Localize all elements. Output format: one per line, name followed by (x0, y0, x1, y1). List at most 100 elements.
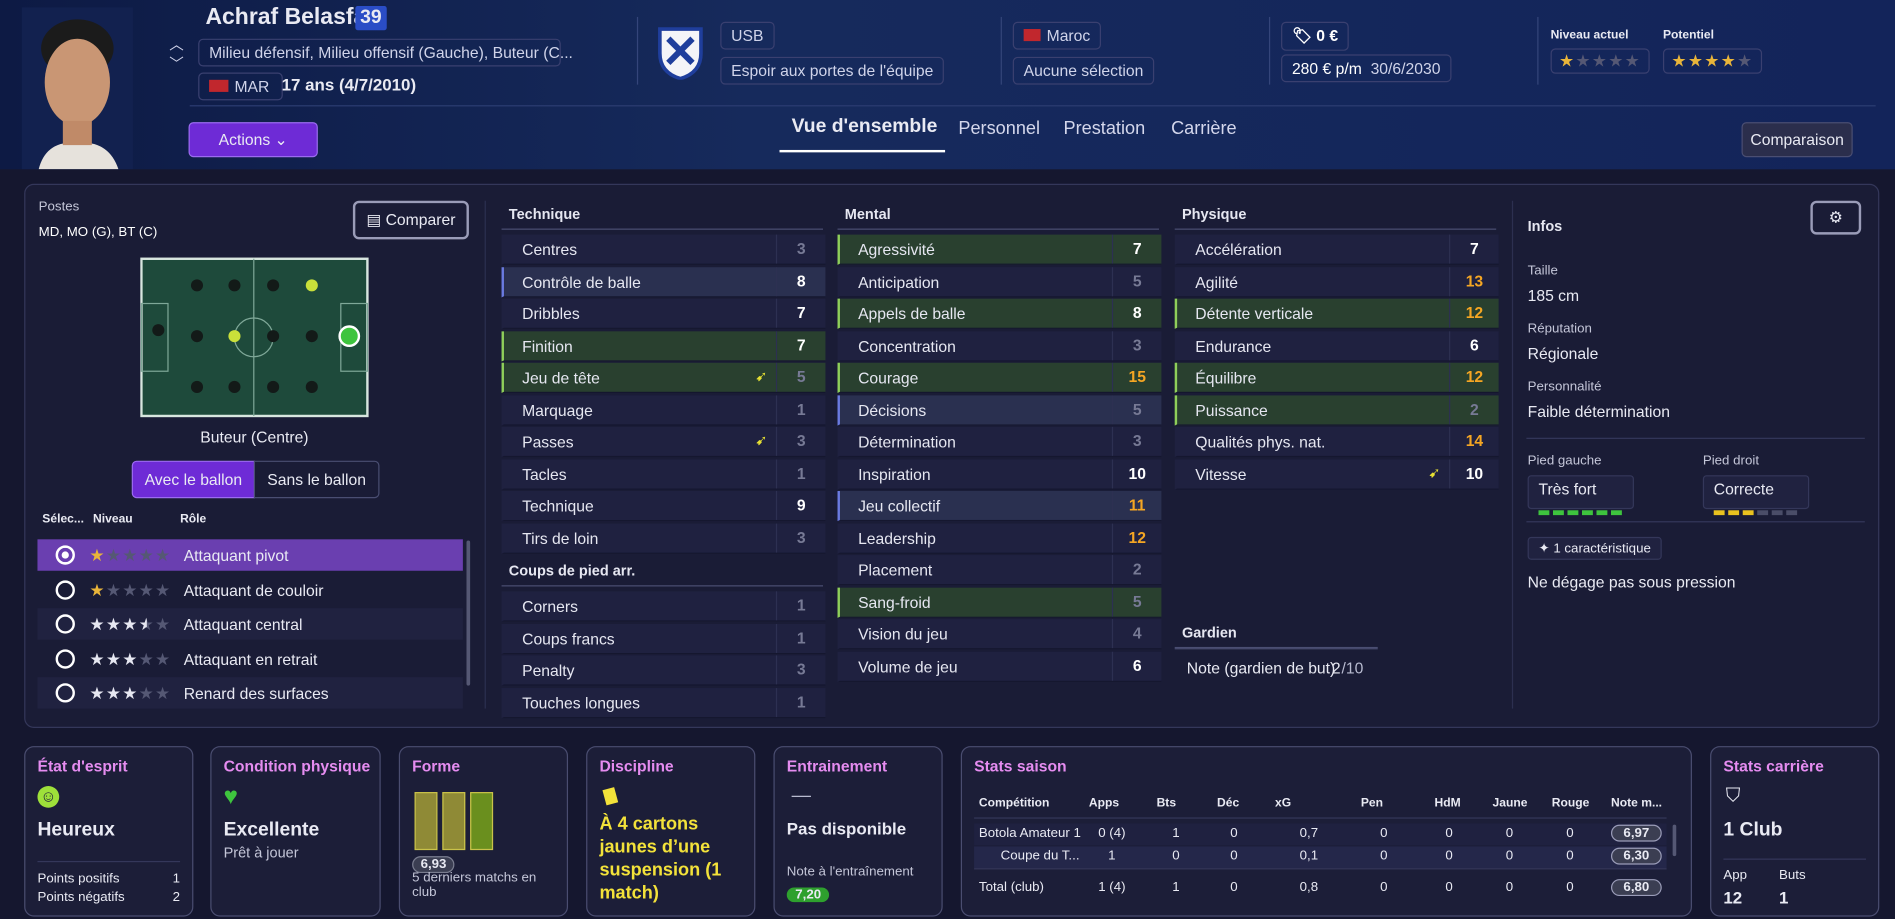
card-title: Condition physique (223, 756, 371, 776)
compare-button[interactable]: ▤ Comparer (352, 200, 469, 240)
star: ★ (105, 683, 123, 703)
tab[interactable]: Prestation (1063, 118, 1146, 140)
toggle-off[interactable]: Sans le ballon (253, 460, 380, 499)
stats-header: HdM (1434, 796, 1461, 811)
foot-level (1713, 499, 1801, 521)
next-arrow[interactable]: ﹀ (169, 55, 184, 73)
star: ★ (1720, 50, 1737, 71)
divider (1511, 200, 1514, 709)
stat-value: 0,8 (1299, 880, 1319, 895)
attribute-name: Sang-froid (858, 593, 931, 612)
club-name[interactable]: USB (720, 21, 775, 50)
season-card: Stats saison Compétition Apps Bts Déc xG Pen Hd… (960, 746, 1692, 917)
tab-underline (779, 149, 946, 153)
star: ★ (89, 683, 106, 703)
attribute-name: Appels de balle (858, 304, 966, 323)
contract: 280 € p/m 30/6/2030 (1281, 54, 1452, 83)
prev-arrow[interactable]: ︿ (169, 36, 184, 54)
foot-label: Pied gauche (1527, 453, 1602, 468)
positions-label: Postes (38, 199, 80, 215)
star: ★ (105, 648, 123, 669)
star: ★ (105, 579, 123, 600)
attribute-row: Anticipation 5 (837, 266, 1162, 297)
country: Maroc (1012, 21, 1102, 50)
divider (636, 16, 639, 85)
foot-value: Très fort (1538, 480, 1597, 499)
attribute-value: 12 (1111, 522, 1162, 553)
role-row[interactable]: ★★★★★ Attaquant pivot (37, 539, 463, 571)
attribute-value: 2 (1449, 394, 1499, 424)
role-stars: ★★★★★ (89, 545, 171, 566)
attribute-name: Tacles (522, 464, 567, 484)
attribute-value: 3 (775, 522, 826, 553)
attribute-value: 11 (1111, 490, 1162, 520)
group-rule (1174, 648, 1378, 650)
divider (1723, 858, 1867, 860)
attribute-name: Courage (858, 368, 919, 387)
actions-button[interactable]: Actions ⌄ (188, 122, 318, 158)
attribute-row: Appels de balle 8 (837, 298, 1162, 329)
attribute-name: Centres (522, 240, 578, 259)
attribute-name: Détente verticale (1195, 304, 1314, 323)
card-title: État d'esprit (37, 756, 128, 776)
group-rule (1174, 646, 1378, 649)
mood-value: 1 (172, 871, 181, 887)
stat-value: 0,7 (1299, 825, 1319, 841)
stat-value: 0 (1445, 880, 1453, 895)
star: ★ (1591, 50, 1609, 71)
stats-header: Pen (1360, 796, 1383, 811)
potential-label: Potentiel (1662, 29, 1715, 43)
tab[interactable]: Vue d'ensemble (791, 116, 938, 137)
attribute-row: Puissance 2 (1174, 394, 1499, 426)
info-value: Régionale (1527, 344, 1599, 363)
level-segment (1757, 510, 1769, 516)
tab[interactable]: Personnel (958, 118, 1041, 140)
star: ★ (1608, 50, 1625, 71)
attribute-name: Jeu de tête (522, 368, 600, 387)
star: ★ (154, 614, 172, 634)
attribute-row: Accélération 7 (1174, 234, 1499, 265)
comparison-button[interactable]: Comparaison (1741, 122, 1853, 158)
role-row[interactable]: ★★★★★ Attaquant central (37, 608, 463, 640)
trend-icon: ➹ (1428, 463, 1441, 481)
attribute-row: Coups francs 1 (501, 623, 826, 654)
attribute-value: 2 (1111, 555, 1162, 585)
info-value: Faible détermination (1527, 402, 1670, 421)
card-title: Stats carrière (1723, 756, 1824, 776)
country-name: Maroc (1046, 26, 1091, 45)
group-title: Mental (844, 205, 891, 223)
attribute-name: Tirs de loin (522, 529, 599, 548)
attribute-value: 1 (775, 458, 826, 488)
star: ★ (154, 683, 172, 703)
attribute-row: Détermination 3 (837, 426, 1162, 458)
divider (189, 105, 1876, 107)
stat-value: 0 (1566, 825, 1574, 841)
attribute-row: Tirs de loin 3 (501, 522, 826, 554)
info-value: 185 cm (1527, 286, 1580, 305)
attribute-value: 4 (1111, 619, 1162, 649)
role-row[interactable]: ★★★★★ Attaquant de couloir (37, 573, 463, 606)
attribute-row: Passes ➹ 3 (501, 426, 826, 458)
attribute-name: Note (gardien de but) (1186, 659, 1336, 678)
star: ★ (154, 545, 172, 565)
avg-rating: 6,30 (1610, 847, 1662, 865)
infos-settings[interactable]: ⚙ (1810, 200, 1862, 235)
foot-box: Très fort (1527, 475, 1634, 516)
stats-header: Jaune (1492, 796, 1528, 811)
attribute-row: Détente verticale 12 (1174, 298, 1499, 329)
attribute-value: 8 (1111, 298, 1162, 328)
role-row[interactable]: ★★★★★ Attaquant en retrait (37, 642, 463, 675)
info-label: Taille (1527, 263, 1558, 279)
role-name: Attaquant pivot (183, 546, 289, 565)
attribute-row: Décisions 5 (837, 394, 1162, 426)
attribute-name: Contrôle de balle (522, 272, 641, 291)
attribute-value: 10 (1111, 458, 1162, 488)
trait: Ne dégage pas sous pression (1527, 573, 1736, 592)
stat-value: 0 (1505, 848, 1514, 864)
toggle-on[interactable]: Avec le ballon (131, 460, 256, 499)
role-row[interactable]: ★★★★★ Renard des surfaces (37, 677, 463, 709)
tab[interactable]: Carrière (1171, 118, 1237, 140)
attribute-name: Équilibre (1195, 368, 1257, 387)
star: ★ (138, 648, 155, 669)
